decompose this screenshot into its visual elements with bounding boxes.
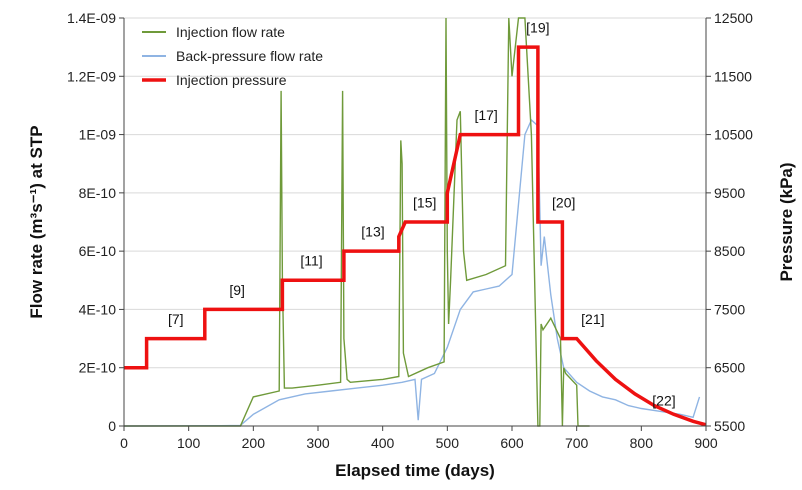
x-tick-label: 700 [565,435,589,451]
stage-label: [21] [581,311,604,327]
y-right-tick-label: 12500 [714,10,753,26]
series-layer [123,17,707,427]
y-right-tick-label: 6500 [714,360,745,376]
y-left-tick-label: 6E-10 [79,243,117,259]
legend: Injection flow rate Back-pressure flow ra… [142,24,323,88]
y-right-tick-label: 11500 [714,68,752,84]
stage-annotations: [7] [9] [11] [13] [15] [17] [19] [20] [21] [22] [168,20,676,409]
x-tick-label: 500 [436,435,460,451]
axes: 0 100 200 300 400 500 600 700 800 900 0 2E-10 4E-10 6… [67,10,753,451]
y-axis-left-title: Flow rate (m³s⁻¹) at STP [27,125,46,318]
y-right-tick-label: 5500 [714,418,745,434]
y-left-tick-label: 8E-10 [79,185,117,201]
y-right-tick-label: 9500 [714,185,745,201]
legend-label: Injection flow rate [176,24,285,40]
stage-label: [19] [526,20,549,36]
back-pressure-flow-rate-line [123,118,701,427]
stage-label: [9] [229,282,245,298]
y-left-tick-label: 0 [108,418,116,434]
stage-label: [13] [361,224,384,240]
y-right-tick-label: 7500 [714,301,745,317]
y-axis-right-title: Pressure (kPa) [777,162,796,281]
stage-label: [17] [474,107,497,123]
injection-flow-rate-line [124,17,590,427]
injection-pressure-line [124,45,707,427]
y-left-tick-label: 1.2E-09 [67,68,116,84]
x-tick-label: 100 [177,435,201,451]
x-axis-title: Elapsed time (days) [335,461,495,480]
legend-label: Injection pressure [176,72,287,88]
x-tick-label: 200 [242,435,266,451]
legend-label: Back-pressure flow rate [176,48,323,64]
stage-label: [11] [300,253,322,269]
stage-label: [20] [552,194,575,210]
x-tick-label: 600 [500,435,524,451]
x-tick-label: 300 [306,435,330,451]
x-tick-label: 400 [371,435,395,451]
stage-label: [7] [168,311,184,327]
x-tick-label: 800 [630,435,654,451]
x-tick-label: 0 [120,435,128,451]
stage-label: [15] [413,194,436,210]
y-right-tick-label: 10500 [714,127,753,143]
y-left-tick-label: 2E-10 [79,360,117,376]
stage-label: [22] [652,393,675,409]
y-left-tick-label: 1E-09 [79,127,117,143]
y-left-tick-label: 1.4E-09 [67,10,116,26]
y-left-tick-label: 4E-10 [79,301,117,317]
x-tick-label: 900 [694,435,718,451]
y-right-tick-label: 8500 [714,243,745,259]
